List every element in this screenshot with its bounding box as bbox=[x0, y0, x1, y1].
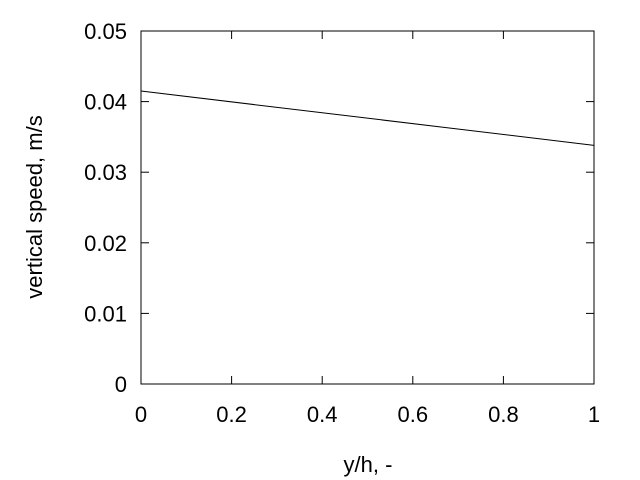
y-tick-label: 0 bbox=[115, 372, 127, 397]
x-tick-label: 0 bbox=[135, 402, 147, 427]
x-tick-label: 0.2 bbox=[216, 402, 247, 427]
y-tick-label: 0.03 bbox=[84, 160, 127, 185]
plot-frame bbox=[140, 30, 595, 385]
y-tick-labels: 0 0.01 0.02 0.03 0.04 0.05 bbox=[84, 19, 127, 397]
x-tick-labels: 0 0.2 0.4 0.6 0.8 1 bbox=[135, 402, 600, 427]
y-axis-label: vertical speed, m/s bbox=[22, 115, 47, 298]
x-tick-label: 0.8 bbox=[488, 402, 519, 427]
series-line bbox=[140, 90, 595, 146]
data-series bbox=[140, 90, 595, 146]
y-tick-label: 0.05 bbox=[84, 19, 127, 44]
y-tick-label: 0.04 bbox=[84, 90, 127, 115]
x-tick-label: 1 bbox=[588, 402, 600, 427]
y-tick-label: 0.01 bbox=[84, 301, 127, 326]
x-tick-label: 0.6 bbox=[398, 402, 429, 427]
x-axis-label: y/h, - bbox=[344, 452, 393, 477]
x-tick-label: 0.4 bbox=[307, 402, 338, 427]
y-tick-label: 0.02 bbox=[84, 231, 127, 256]
